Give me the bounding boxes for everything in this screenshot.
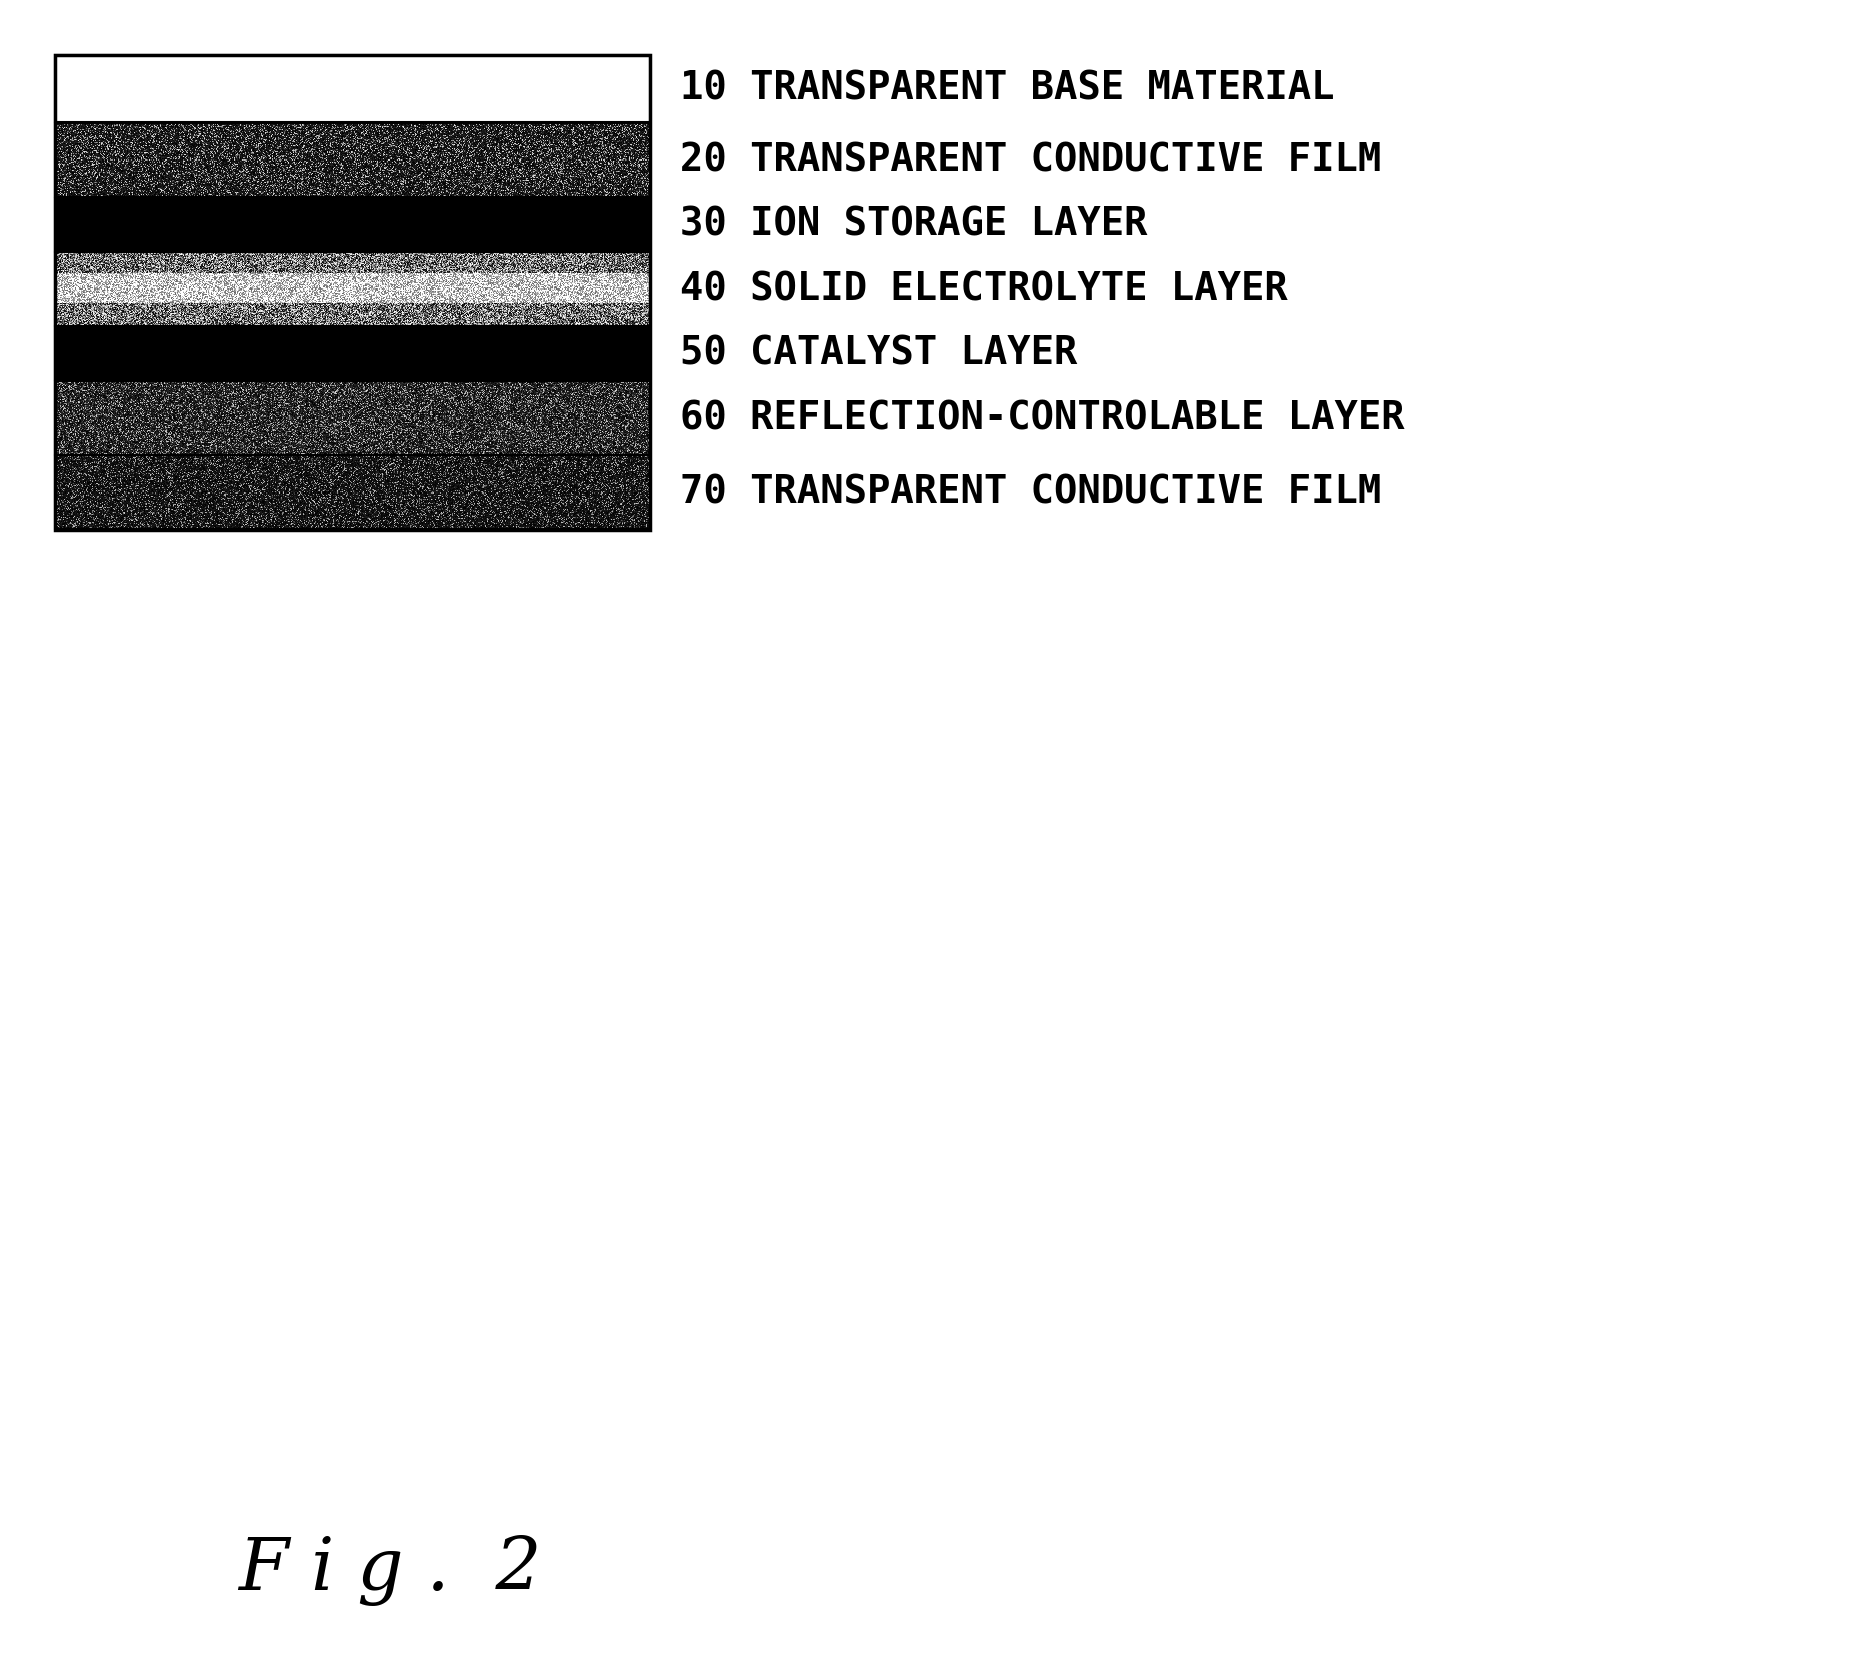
Bar — [56, 197, 650, 252]
Bar — [56, 456, 650, 529]
Bar — [56, 55, 650, 122]
Text: 30 ION STORAGE LAYER: 30 ION STORAGE LAYER — [680, 205, 1147, 244]
Bar — [56, 326, 650, 381]
Bar — [56, 381, 650, 454]
Text: 10 TRANSPARENT BASE MATERIAL: 10 TRANSPARENT BASE MATERIAL — [680, 70, 1335, 109]
Text: 20 TRANSPARENT CONDUCTIVE FILM: 20 TRANSPARENT CONDUCTIVE FILM — [680, 142, 1382, 179]
Bar — [56, 252, 650, 326]
Text: 60 REFLECTION-CONTROLABLE LAYER: 60 REFLECTION-CONTROLABLE LAYER — [680, 399, 1404, 438]
Text: 50 CATALYST LAYER: 50 CATALYST LAYER — [680, 334, 1078, 372]
Text: 40 SOLID ELECTROLYTE LAYER: 40 SOLID ELECTROLYTE LAYER — [680, 271, 1289, 307]
Text: F i g .  2: F i g . 2 — [238, 1535, 542, 1605]
Text: 70 TRANSPARENT CONDUCTIVE FILM: 70 TRANSPARENT CONDUCTIVE FILM — [680, 474, 1382, 511]
Bar — [56, 124, 650, 197]
Bar — [56, 55, 650, 529]
